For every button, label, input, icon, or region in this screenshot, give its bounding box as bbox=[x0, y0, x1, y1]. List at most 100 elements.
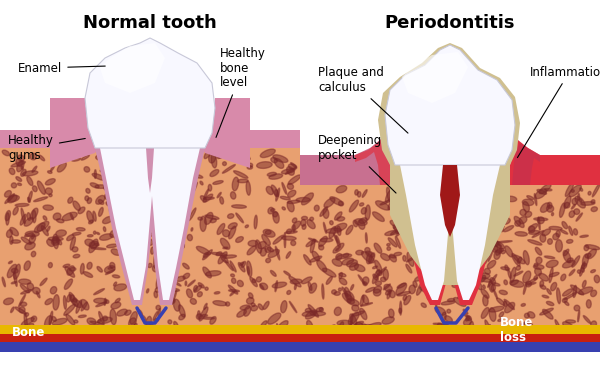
Ellipse shape bbox=[476, 224, 480, 229]
Ellipse shape bbox=[536, 329, 542, 335]
Ellipse shape bbox=[364, 330, 371, 339]
Ellipse shape bbox=[450, 205, 458, 216]
Ellipse shape bbox=[366, 287, 375, 292]
Ellipse shape bbox=[187, 234, 193, 241]
Ellipse shape bbox=[542, 295, 549, 298]
Ellipse shape bbox=[430, 266, 437, 269]
Ellipse shape bbox=[266, 187, 274, 195]
Ellipse shape bbox=[209, 152, 216, 163]
Ellipse shape bbox=[67, 235, 74, 241]
Ellipse shape bbox=[529, 226, 535, 233]
Ellipse shape bbox=[56, 230, 67, 237]
Ellipse shape bbox=[14, 272, 17, 286]
Ellipse shape bbox=[16, 159, 23, 166]
Ellipse shape bbox=[382, 317, 394, 324]
Text: Healthy
gums: Healthy gums bbox=[8, 134, 85, 162]
Ellipse shape bbox=[338, 201, 344, 206]
Ellipse shape bbox=[43, 205, 53, 210]
Ellipse shape bbox=[365, 248, 370, 253]
Ellipse shape bbox=[332, 290, 337, 294]
Ellipse shape bbox=[389, 255, 396, 258]
Ellipse shape bbox=[37, 181, 46, 194]
Ellipse shape bbox=[83, 272, 92, 277]
Ellipse shape bbox=[194, 285, 202, 292]
Ellipse shape bbox=[117, 309, 127, 316]
Ellipse shape bbox=[469, 321, 473, 331]
Ellipse shape bbox=[112, 275, 119, 278]
Ellipse shape bbox=[323, 208, 329, 218]
Ellipse shape bbox=[139, 169, 148, 180]
Ellipse shape bbox=[476, 277, 491, 282]
Ellipse shape bbox=[173, 237, 184, 248]
Ellipse shape bbox=[583, 280, 586, 287]
Ellipse shape bbox=[353, 220, 358, 227]
Ellipse shape bbox=[300, 330, 308, 337]
Ellipse shape bbox=[519, 216, 527, 224]
Ellipse shape bbox=[56, 238, 62, 245]
Polygon shape bbox=[200, 130, 300, 148]
Ellipse shape bbox=[591, 207, 598, 212]
Ellipse shape bbox=[40, 278, 47, 286]
Ellipse shape bbox=[389, 309, 394, 318]
Ellipse shape bbox=[63, 264, 70, 268]
Ellipse shape bbox=[445, 204, 448, 209]
Ellipse shape bbox=[308, 305, 319, 317]
Ellipse shape bbox=[6, 213, 9, 225]
Ellipse shape bbox=[323, 222, 326, 233]
Ellipse shape bbox=[211, 330, 214, 334]
Ellipse shape bbox=[432, 236, 436, 249]
Ellipse shape bbox=[87, 318, 96, 325]
Ellipse shape bbox=[143, 195, 147, 199]
Ellipse shape bbox=[287, 229, 292, 234]
Ellipse shape bbox=[492, 283, 500, 286]
Ellipse shape bbox=[339, 273, 346, 277]
Ellipse shape bbox=[11, 307, 14, 312]
Ellipse shape bbox=[15, 307, 26, 314]
Ellipse shape bbox=[592, 183, 600, 197]
Ellipse shape bbox=[445, 316, 452, 322]
Ellipse shape bbox=[140, 180, 146, 185]
Ellipse shape bbox=[498, 319, 503, 321]
Ellipse shape bbox=[369, 253, 375, 263]
Ellipse shape bbox=[203, 317, 215, 319]
Ellipse shape bbox=[527, 312, 535, 318]
Ellipse shape bbox=[343, 293, 355, 304]
Ellipse shape bbox=[361, 326, 365, 331]
Ellipse shape bbox=[152, 266, 158, 272]
Ellipse shape bbox=[136, 168, 150, 173]
Ellipse shape bbox=[540, 285, 546, 289]
Ellipse shape bbox=[567, 258, 573, 262]
Ellipse shape bbox=[27, 177, 33, 185]
Bar bbox=[0, 342, 300, 352]
Ellipse shape bbox=[458, 267, 465, 282]
Ellipse shape bbox=[339, 273, 343, 279]
Ellipse shape bbox=[359, 308, 367, 319]
Ellipse shape bbox=[64, 279, 73, 289]
Ellipse shape bbox=[31, 316, 37, 322]
Ellipse shape bbox=[155, 287, 160, 292]
Ellipse shape bbox=[489, 306, 504, 312]
Ellipse shape bbox=[528, 240, 542, 245]
Ellipse shape bbox=[541, 203, 550, 212]
Ellipse shape bbox=[544, 333, 553, 340]
Ellipse shape bbox=[277, 321, 288, 331]
Ellipse shape bbox=[521, 322, 532, 327]
Ellipse shape bbox=[585, 245, 599, 250]
Ellipse shape bbox=[450, 190, 454, 194]
Ellipse shape bbox=[511, 280, 518, 285]
Ellipse shape bbox=[268, 250, 280, 258]
Ellipse shape bbox=[8, 195, 17, 203]
Ellipse shape bbox=[21, 166, 23, 169]
Ellipse shape bbox=[308, 282, 312, 290]
Ellipse shape bbox=[517, 257, 521, 263]
Ellipse shape bbox=[535, 268, 541, 276]
Ellipse shape bbox=[165, 289, 171, 297]
Ellipse shape bbox=[269, 174, 283, 179]
Ellipse shape bbox=[415, 260, 423, 267]
Ellipse shape bbox=[540, 308, 553, 315]
Ellipse shape bbox=[21, 208, 25, 224]
Ellipse shape bbox=[160, 233, 169, 240]
Ellipse shape bbox=[520, 209, 526, 216]
Ellipse shape bbox=[583, 316, 591, 323]
Ellipse shape bbox=[217, 192, 221, 198]
